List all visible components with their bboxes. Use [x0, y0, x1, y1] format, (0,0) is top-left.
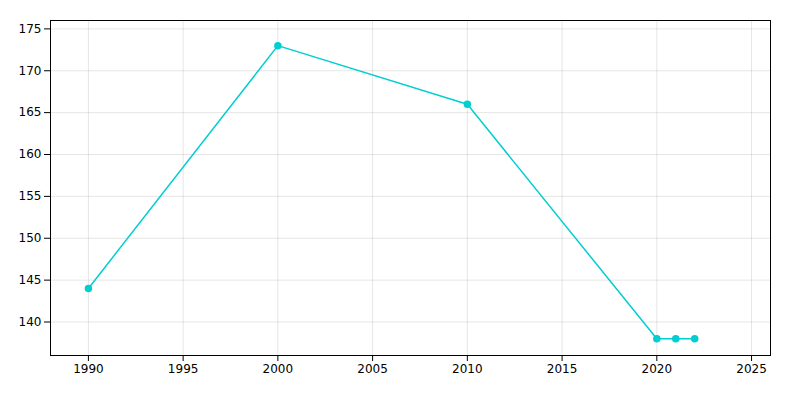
svg-text:175: 175 — [19, 22, 42, 36]
svg-text:160: 160 — [19, 147, 42, 161]
svg-text:155: 155 — [19, 189, 42, 203]
svg-text:140: 140 — [19, 315, 42, 329]
svg-text:170: 170 — [19, 64, 42, 78]
svg-text:165: 165 — [19, 105, 42, 119]
svg-text:2010: 2010 — [452, 362, 483, 376]
svg-text:1995: 1995 — [168, 362, 199, 376]
svg-text:2000: 2000 — [263, 362, 294, 376]
svg-text:150: 150 — [19, 231, 42, 245]
svg-text:2005: 2005 — [357, 362, 388, 376]
svg-text:2015: 2015 — [547, 362, 578, 376]
svg-text:1990: 1990 — [73, 362, 104, 376]
svg-text:145: 145 — [19, 273, 42, 287]
svg-text:2025: 2025 — [736, 362, 767, 376]
svg-text:2020: 2020 — [642, 362, 673, 376]
